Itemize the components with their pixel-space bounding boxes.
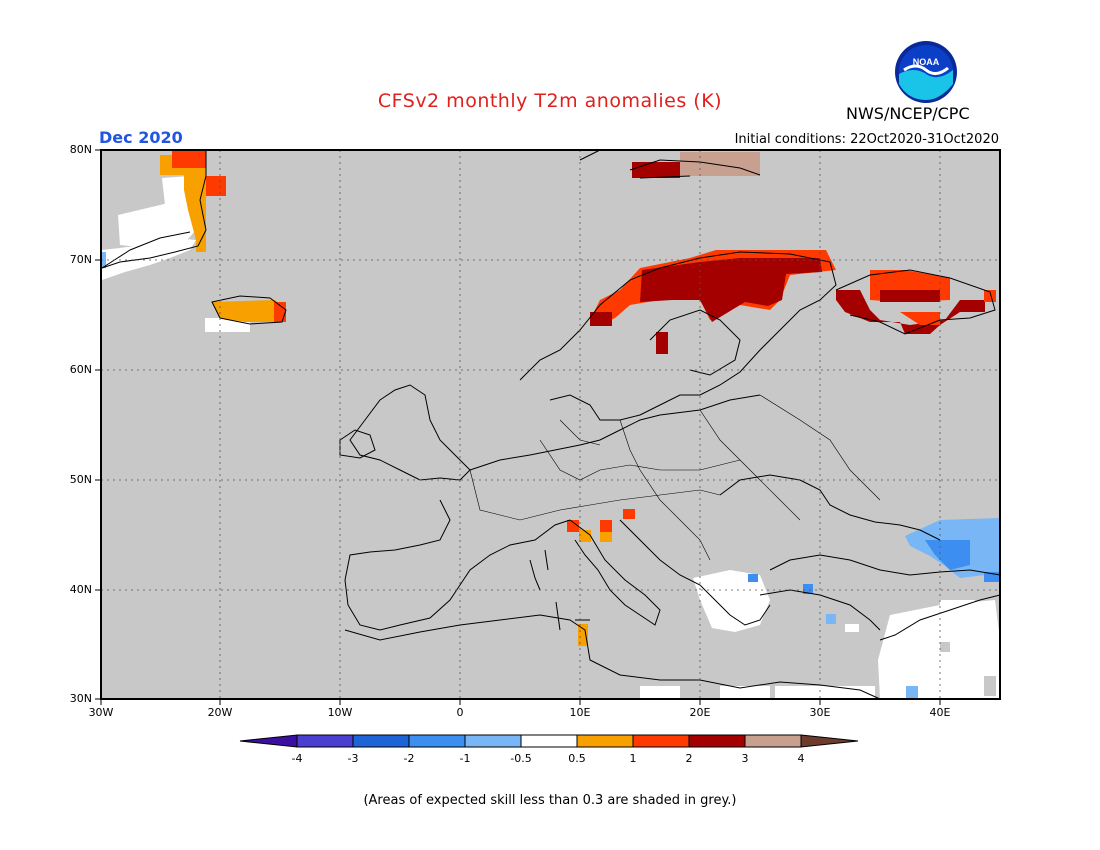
agency-label: NWS/NCEP/CPC: [846, 104, 970, 123]
initial-conditions: Initial conditions: 22Oct2020-31Oct2020: [734, 132, 999, 147]
lat-label: 60N: [69, 363, 92, 376]
lon-label: 30W: [88, 706, 114, 719]
lon-label: 30E: [809, 706, 831, 719]
lat-label: 30N: [69, 692, 92, 705]
colorbar-label: 1: [629, 752, 637, 765]
colorbar-segment-above-4: [800, 734, 859, 748]
colorbar-label: 4: [797, 752, 805, 765]
lat-label: 40N: [69, 583, 92, 596]
lat-label: 50N: [69, 473, 92, 486]
colorbar-label: 2: [685, 752, 693, 765]
lat-label: 70N: [69, 253, 92, 266]
colorbar: [239, 734, 859, 748]
colorbar-segment: [576, 734, 634, 748]
colorbar-label: -4: [291, 752, 303, 765]
colorbar-segment: [688, 734, 746, 748]
colorbar-label: -2: [403, 752, 415, 765]
forecast-month: Dec 2020: [99, 128, 183, 147]
colorbar-segment-below-4: [239, 734, 298, 748]
noaa-logo-icon: NOAA: [895, 41, 957, 103]
colorbar-segment: [464, 734, 522, 748]
anomaly-warm-patches: [160, 150, 996, 646]
colorbar-segment: [296, 734, 354, 748]
lon-label: 10W: [327, 706, 353, 719]
lon-label: 20W: [207, 706, 233, 719]
lat-label: 80N: [69, 143, 92, 156]
colorbar-label: -1: [459, 752, 471, 765]
anomaly-white-patches: [102, 176, 1000, 699]
anomaly-cold-patches: [100, 252, 1000, 698]
colorbar-segment: [408, 734, 466, 748]
lon-label: 20E: [689, 706, 711, 719]
skill-footnote: (Areas of expected skill less than 0.3 a…: [363, 793, 737, 808]
colorbar-label: 3: [741, 752, 749, 765]
coastlines: [101, 149, 1001, 700]
colorbar-label: -0.5: [510, 752, 532, 765]
colorbar-segment: [352, 734, 410, 748]
map-frame: [100, 149, 1001, 700]
colorbar-label: 0.5: [568, 752, 586, 765]
colorbar-segment: [632, 734, 690, 748]
lon-label: 10E: [569, 706, 591, 719]
colorbar-segment: [744, 734, 802, 748]
map-background: [101, 150, 1000, 699]
chart-title: CFSv2 monthly T2m anomalies (K): [377, 90, 723, 112]
lon-label: 0: [456, 706, 464, 719]
gridlines: [101, 150, 1000, 699]
axis-ticks: [95, 149, 941, 705]
svg-text:NOAA: NOAA: [913, 57, 940, 67]
anomaly-grey-specks: [720, 642, 996, 696]
colorbar-label: -3: [347, 752, 359, 765]
lon-label: 40E: [929, 706, 951, 719]
colorbar-segment: [520, 734, 578, 748]
